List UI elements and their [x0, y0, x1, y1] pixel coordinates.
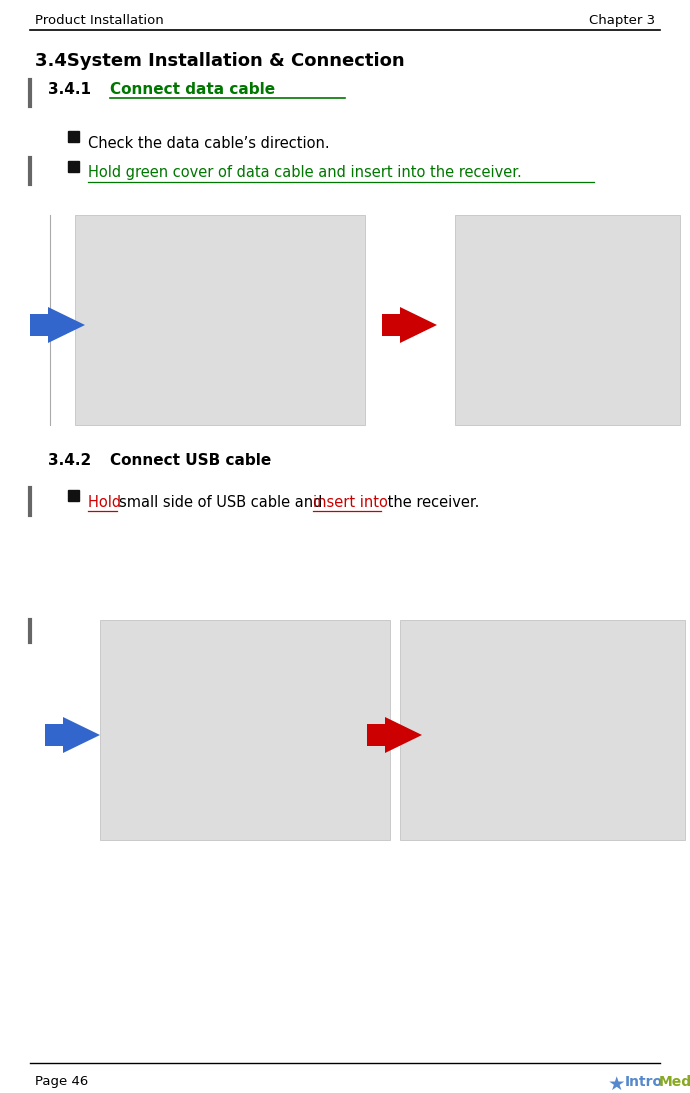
- Text: Page 46: Page 46: [35, 1076, 88, 1088]
- Text: Check the data cable’s direction.: Check the data cable’s direction.: [88, 136, 330, 151]
- Polygon shape: [45, 717, 100, 753]
- Bar: [68, 490, 79, 501]
- Text: the receiver.: the receiver.: [383, 495, 480, 510]
- Text: Chapter 3: Chapter 3: [589, 14, 655, 27]
- Bar: [100, 620, 390, 841]
- Text: Intro: Intro: [625, 1076, 663, 1089]
- Text: ★: ★: [608, 1076, 626, 1093]
- Bar: [455, 215, 680, 425]
- Text: Medic: Medic: [659, 1076, 690, 1089]
- Text: Connect data cable: Connect data cable: [110, 82, 275, 97]
- Text: small side of USB cable and: small side of USB cable and: [119, 495, 327, 510]
- Bar: [400, 620, 685, 841]
- Text: 3.4System Installation & Connection: 3.4System Installation & Connection: [35, 52, 404, 70]
- Text: Connect USB cable: Connect USB cable: [110, 453, 271, 468]
- Text: Hold green cover of data cable and insert into the receiver.: Hold green cover of data cable and inser…: [88, 165, 522, 180]
- Bar: [68, 131, 79, 142]
- Bar: [75, 215, 365, 425]
- Text: Product Installation: Product Installation: [35, 14, 164, 27]
- Bar: [68, 161, 79, 172]
- Text: 3.4.2: 3.4.2: [48, 453, 91, 468]
- Polygon shape: [30, 307, 85, 343]
- Polygon shape: [382, 307, 437, 343]
- Text: 3.4.1: 3.4.1: [48, 82, 91, 97]
- Text: insert into: insert into: [313, 495, 388, 510]
- Polygon shape: [367, 717, 422, 753]
- Text: Hold: Hold: [88, 495, 126, 510]
